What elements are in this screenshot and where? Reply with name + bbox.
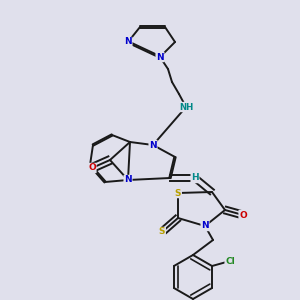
Text: N: N (124, 38, 132, 46)
Text: N: N (201, 221, 209, 230)
Text: S: S (175, 188, 181, 197)
Text: N: N (156, 52, 164, 62)
Text: O: O (88, 164, 96, 172)
Text: S: S (159, 227, 165, 236)
Text: NH: NH (179, 103, 193, 112)
Text: O: O (239, 211, 247, 220)
Text: N: N (149, 140, 157, 149)
Text: H: H (191, 173, 199, 182)
Text: N: N (124, 176, 132, 184)
Text: Cl: Cl (225, 256, 235, 266)
